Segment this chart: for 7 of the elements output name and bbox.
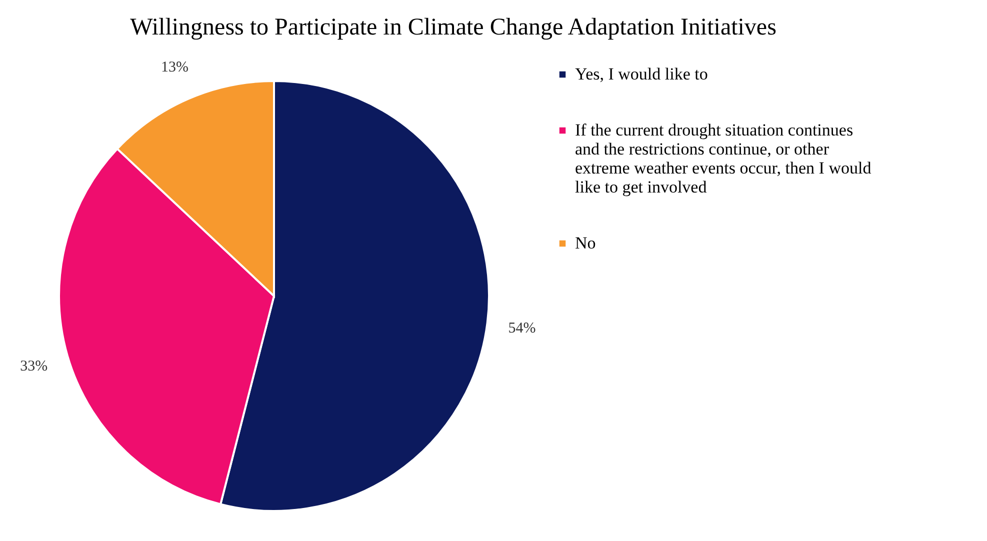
data-label: 54% — [508, 320, 536, 336]
legend-label: Yes, I would like to — [575, 64, 708, 84]
chart-title: Willingness to Participate in Climate Change Adaptation Initiatives — [130, 14, 776, 41]
legend-label: If the current drought situation continues and the restrictions continue, or other extreme weather events occur, then I would like to get involved — [575, 120, 872, 196]
legend-label: No — [575, 234, 596, 252]
data-label: 13% — [160, 60, 188, 76]
data-label: 33% — [20, 358, 48, 375]
